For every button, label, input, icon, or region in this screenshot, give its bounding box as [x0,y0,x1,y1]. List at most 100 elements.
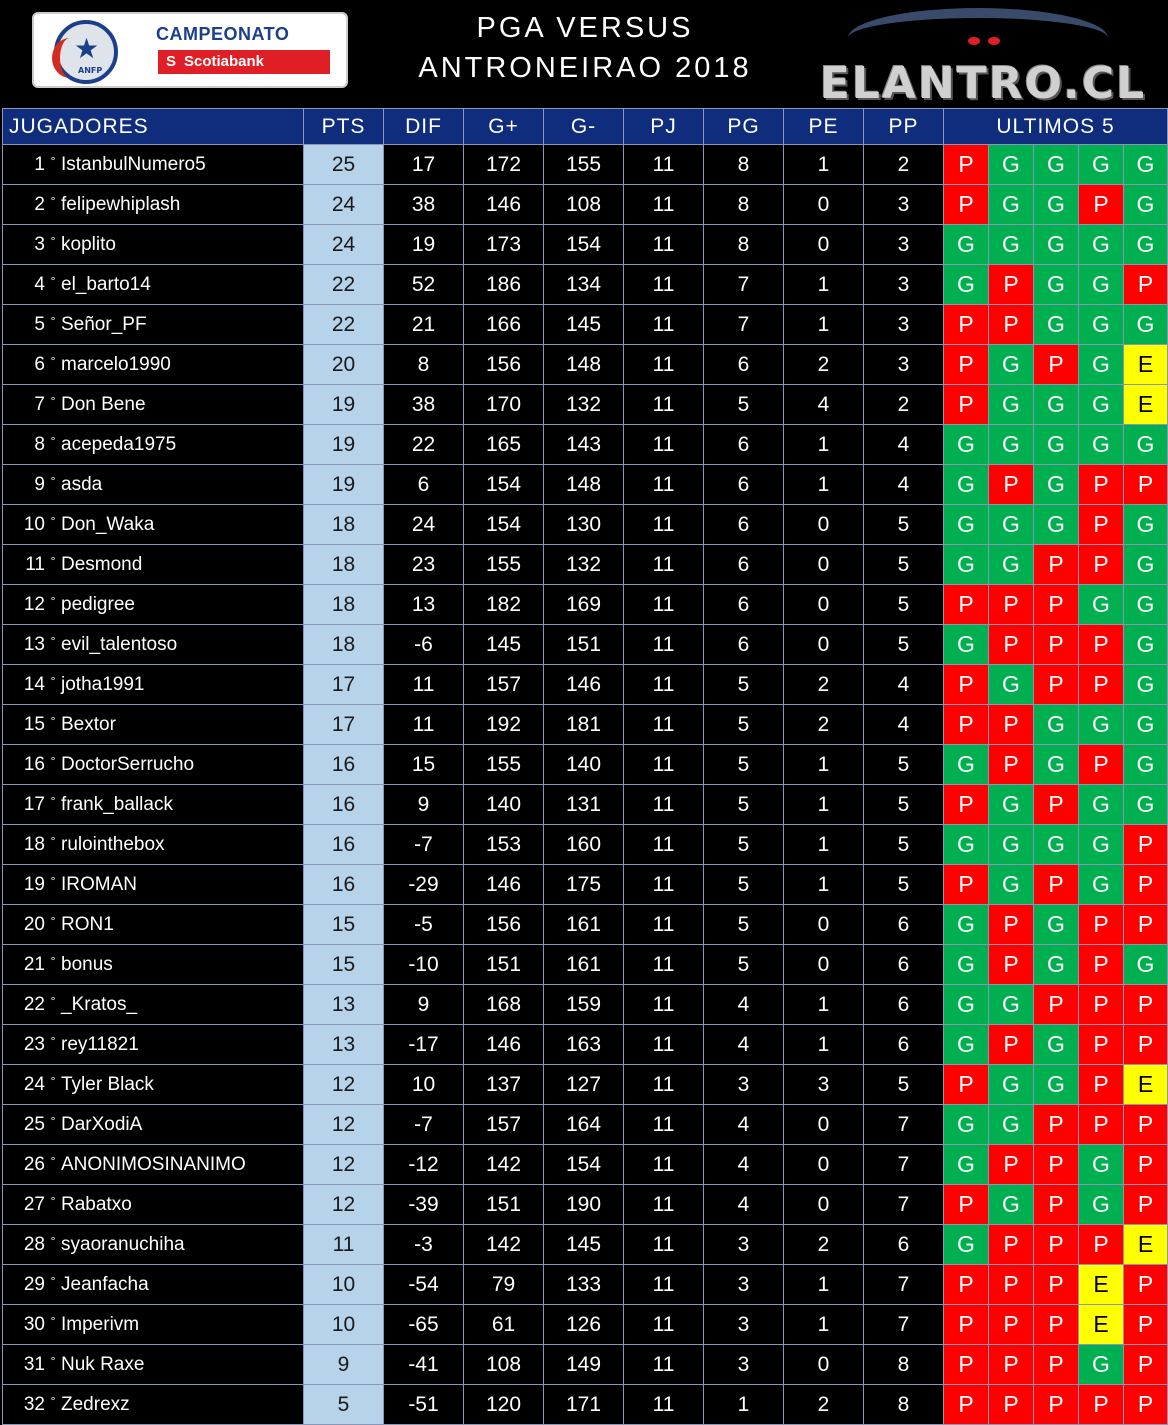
goals-against-cell: 163 [543,1024,624,1065]
played-cell: 11 [623,424,704,465]
won-cell: 6 [703,544,784,585]
last5-result-cell: E [1123,384,1168,425]
goals-for-cell: 156 [463,344,544,385]
last5-result-cell: G [988,224,1034,265]
last5-result-cell: G [988,504,1034,545]
won-cell: 4 [703,1104,784,1145]
last5-result-cell: G [1033,704,1079,745]
table-row: 27 ° Rabatxo 12 -39 151 190 11 4 0 7 P G P G P [2,1184,1168,1225]
won-cell: 3 [703,1224,784,1265]
last5-result-cell: P [943,1184,989,1225]
rank-degree-icon: ° [50,873,56,888]
lost-cell: 6 [863,984,944,1025]
col-header-pj: PJ [623,108,704,145]
last5-result-cell: G [943,1024,989,1065]
dif-cell: 38 [383,184,464,225]
last5-result-cell: P [943,1064,989,1105]
player-name: felipewhiplash [61,193,181,215]
player-cell: 20 ° RON1 [2,904,304,945]
dif-cell: -65 [383,1304,464,1345]
rank-degree-icon: ° [50,553,56,568]
rank-degree-icon: ° [50,1353,56,1368]
goals-for-cell: 186 [463,264,544,305]
rank-number: 26 [23,1153,45,1175]
rank-number: 30 [23,1313,45,1335]
page-title: PGA VERSUS ANTRONEIRAO 2018 [380,8,790,88]
title-line-1: PGA VERSUS [476,12,694,44]
drawn-cell: 2 [783,1384,864,1425]
lost-cell: 7 [863,1264,944,1305]
played-cell: 11 [623,1264,704,1305]
player-cell: 29 ° Jeanfacha [2,1264,304,1305]
col-header-pg: PG [703,108,784,145]
goals-for-cell: 166 [463,304,544,345]
last5-result-cell: G [1078,704,1124,745]
last5-result-cell: P [1033,1144,1079,1185]
last5-result-cell: G [1078,1184,1124,1225]
player-cell: 14 ° jotha1991 [2,664,304,705]
won-cell: 7 [703,304,784,345]
drawn-cell: 0 [783,1344,864,1385]
rank-degree-icon: ° [50,633,56,648]
player-cell: 1 ° IstanbulNumero5 [2,144,304,185]
player-cell: 27 ° Rabatxo [2,1184,304,1225]
rank-degree-icon: ° [50,1073,56,1088]
player-cell: 24 ° Tyler Black [2,1064,304,1105]
goals-for-cell: 153 [463,824,544,865]
played-cell: 11 [623,224,704,265]
played-cell: 11 [623,784,704,825]
pts-cell: 12 [303,1184,384,1225]
table-row: 11 ° Desmond 18 23 155 132 11 6 0 5 G G P P G [2,544,1168,585]
player-cell: 9 ° asda [2,464,304,505]
player-name: acepeda1975 [61,433,177,455]
pts-cell: 18 [303,544,384,585]
dif-cell: 38 [383,384,464,425]
goals-for-cell: 79 [463,1264,544,1305]
drawn-cell: 1 [783,464,864,505]
pts-cell: 22 [303,304,384,345]
goals-against-cell: 164 [543,1104,624,1145]
last5-result-cell: P [1033,584,1079,625]
last5-result-cell: P [1078,184,1124,225]
dif-cell: -41 [383,1344,464,1385]
last5-result-cell: P [988,264,1034,305]
rank-degree-icon: ° [50,1273,56,1288]
campeonato-scotiabank-logo: ★ ANFP CAMPEONATO S Scotiabank [32,12,348,88]
rank-number: 23 [23,1033,45,1055]
player-name: Don Bene [61,393,146,415]
played-cell: 11 [623,1304,704,1345]
lost-cell: 3 [863,224,944,265]
pts-cell: 16 [303,824,384,865]
table-row: 1 ° IstanbulNumero5 25 17 172 155 11 8 1 2 P G G G G [2,144,1168,185]
played-cell: 11 [623,1144,704,1185]
player-name: IROMAN [61,873,137,895]
last5-result-cell: G [943,1144,989,1185]
last5-result-cell: P [1033,664,1079,705]
last5-result-cell: G [1078,1144,1124,1185]
played-cell: 11 [623,584,704,625]
last5-result-cell: P [1033,1264,1079,1305]
player-cell: 11 ° Desmond [2,544,304,585]
last5-result-cell: G [1078,784,1124,825]
rank-degree-icon: ° [50,473,56,488]
drawn-cell: 2 [783,1224,864,1265]
dif-cell: 11 [383,664,464,705]
last5-result-cell: E [1078,1264,1124,1305]
player-cell: 17 ° frank_ballack [2,784,304,825]
won-cell: 5 [703,864,784,905]
pts-cell: 12 [303,1144,384,1185]
pts-cell: 18 [303,624,384,665]
last5-result-cell: G [988,824,1034,865]
goals-against-cell: 169 [543,584,624,625]
goals-against-cell: 159 [543,984,624,1025]
won-cell: 6 [703,344,784,385]
player-name: ANONIMOSINANIMO [61,1153,246,1175]
drawn-cell: 1 [783,304,864,345]
dif-cell: 15 [383,744,464,785]
goals-against-cell: 146 [543,664,624,705]
played-cell: 11 [623,344,704,385]
last5-result-cell: P [988,624,1034,665]
last5-result-cell: E [1078,1304,1124,1345]
last5-result-cell: P [943,1384,989,1425]
rank-number: 7 [34,393,45,415]
